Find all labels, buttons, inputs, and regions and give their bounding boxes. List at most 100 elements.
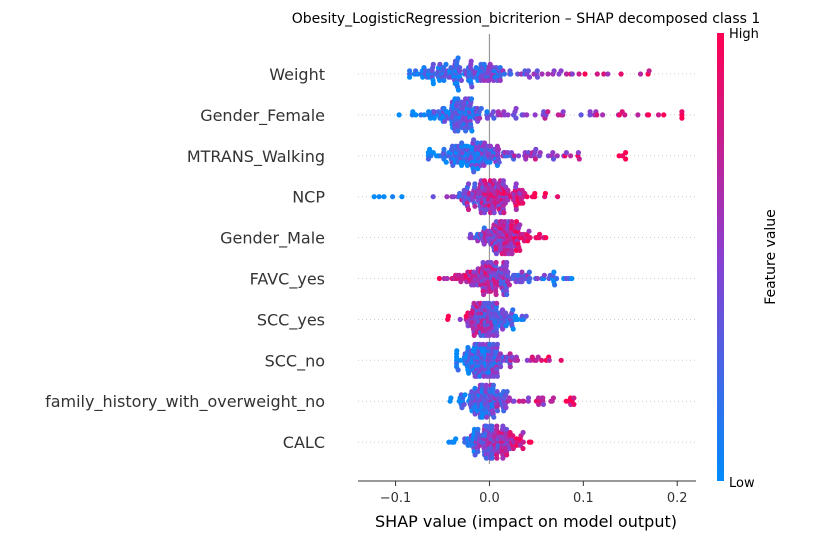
shap-point	[513, 219, 520, 225]
shap-point	[494, 332, 500, 338]
shap-point	[517, 222, 523, 228]
shap-point	[505, 269, 511, 275]
shap-point	[471, 332, 477, 338]
shap-point	[587, 109, 593, 115]
shap-point	[505, 187, 511, 193]
shap-point	[486, 332, 493, 338]
shap-point	[399, 194, 405, 200]
shap-point	[465, 323, 471, 329]
colorbar	[717, 33, 724, 481]
shap-point	[459, 140, 465, 146]
shap-point	[515, 272, 521, 278]
shap-point	[646, 68, 652, 74]
shap-point	[534, 68, 540, 74]
shap-point	[455, 96, 461, 102]
shap-point	[569, 275, 575, 282]
shap-point	[498, 364, 504, 370]
shap-point	[503, 405, 509, 411]
shap-point	[563, 150, 570, 156]
shap-point	[493, 291, 499, 298]
shap-point	[533, 146, 539, 152]
shap-point	[520, 439, 526, 445]
shap-point	[464, 162, 470, 168]
shap-point	[478, 105, 484, 112]
shap-point	[479, 414, 486, 420]
shap-point	[466, 370, 472, 376]
shap-point	[486, 300, 492, 306]
shap-point	[524, 112, 530, 118]
shap-point	[484, 109, 490, 115]
shap-point	[551, 269, 557, 275]
shap-point	[407, 74, 413, 80]
shap-point	[534, 275, 541, 282]
shap-point	[487, 143, 494, 149]
shap-point	[501, 71, 507, 77]
shap-point	[390, 194, 396, 200]
shap-point	[491, 414, 497, 420]
shap-point	[443, 61, 449, 67]
shap-point	[483, 423, 489, 429]
x-tick-label: 0.1	[573, 491, 594, 506]
shap-point	[472, 181, 478, 187]
shap-point	[430, 194, 436, 200]
shap-point	[484, 115, 490, 121]
shap-point	[508, 71, 514, 77]
shap-point	[459, 162, 465, 168]
shap-point	[487, 178, 493, 184]
shap-point	[541, 272, 548, 278]
shap-point	[525, 395, 532, 401]
shap-point	[528, 439, 534, 445]
shap-point	[537, 150, 543, 156]
shap-point	[451, 194, 457, 200]
shap-point	[594, 71, 600, 77]
shap-point	[427, 146, 433, 152]
shap-point	[582, 71, 588, 77]
shap-point	[545, 71, 551, 77]
shap-point	[381, 194, 387, 200]
shap-point	[483, 455, 489, 461]
shap-point	[475, 449, 481, 455]
shap-point	[430, 81, 436, 87]
shap-point	[457, 316, 463, 322]
shap-point	[552, 282, 558, 288]
shap-point	[511, 153, 517, 159]
shap-point	[563, 71, 570, 77]
shap-point	[496, 159, 502, 165]
shap-point	[481, 291, 487, 298]
shap-point	[537, 231, 543, 237]
shap-point	[483, 382, 489, 388]
shap-point	[513, 105, 519, 112]
shap-point	[376, 194, 382, 200]
shap-point	[494, 300, 500, 306]
shap-point	[623, 150, 629, 156]
shap-point	[571, 401, 577, 407]
shap-point	[555, 194, 561, 200]
shap-point	[489, 423, 495, 429]
shap-point	[510, 326, 516, 332]
shap-point	[497, 77, 503, 83]
shap-point	[510, 433, 516, 439]
shap-point	[443, 159, 449, 165]
shap-point	[500, 423, 506, 429]
shap-point	[471, 300, 477, 306]
shap-point	[472, 203, 478, 209]
shap-point	[396, 112, 402, 118]
shap-point	[578, 112, 584, 118]
shap-point	[513, 115, 519, 121]
shap-point	[483, 206, 489, 213]
shap-point	[436, 275, 442, 282]
shap-point	[506, 395, 512, 401]
shap-point	[471, 137, 477, 143]
shap-point	[469, 84, 475, 90]
shap-point	[487, 159, 493, 165]
shap-point	[487, 210, 494, 216]
shap-point	[509, 219, 515, 225]
shap-point	[532, 112, 538, 118]
shap-point	[560, 109, 566, 115]
shap-point	[494, 423, 500, 429]
feature-label: NCP	[292, 188, 325, 207]
shap-point	[494, 455, 500, 461]
shap-point	[575, 150, 582, 156]
feature-labels: Weight Gender_Female MTRANS_Walking NCP Gend…	[45, 65, 325, 452]
